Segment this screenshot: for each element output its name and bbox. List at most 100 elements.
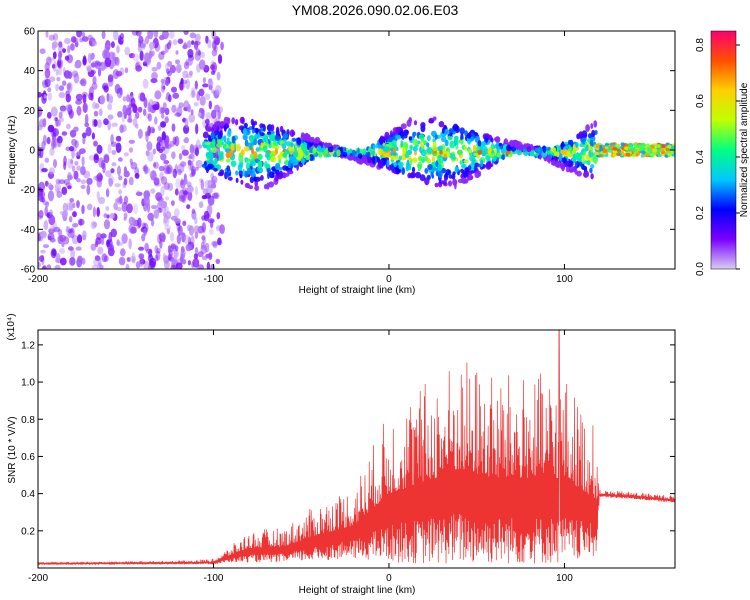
noise-cell [187,48,194,58]
signal-cell [438,145,444,151]
noise-cell [80,179,87,185]
noise-cell [180,161,187,167]
signal-cell [242,169,245,177]
noise-cell [38,142,41,148]
noise-cell [59,105,67,112]
noise-cell [123,212,128,219]
noise-cell [90,69,96,75]
signal-cell [443,153,447,159]
noise-cell [52,64,56,69]
noise-cell [69,129,77,138]
noise-cell [193,225,200,235]
noise-cell [92,101,97,110]
noise-cell [120,248,126,257]
noise-cell [130,162,138,170]
signal-cell [560,142,564,150]
noise-cell [41,265,47,269]
noise-cell [156,196,164,203]
signal-cell [554,161,560,168]
noise-cell [56,58,64,69]
noise-cell [54,117,58,122]
signal-cell [467,174,474,181]
noise-cell [47,124,55,133]
signal-cell [462,170,469,178]
noise-cell [96,191,100,200]
noise-cell [75,93,83,101]
noise-cell [174,218,181,224]
signal-cell [257,160,263,169]
signal-cell [264,161,268,168]
signal-cell [460,139,464,145]
signal-cell [395,126,401,135]
signal-cell [443,124,447,130]
y-tick-label: 60 [24,27,36,38]
signal-cell [290,142,294,148]
noise-cell [211,192,219,199]
signal-cell [470,136,474,142]
signal-cell [226,165,231,172]
noise-cell [151,66,158,72]
band-cell [650,145,655,149]
noise-cell [76,178,81,183]
signal-cell [264,153,270,159]
signal-cell [409,145,413,150]
noise-cell [51,249,57,257]
signal-cell [531,146,535,151]
noise-cell [142,61,148,67]
signal-cell [371,150,375,156]
signal-cell [384,131,390,140]
noise-cell [93,154,100,164]
signal-cell [432,147,439,151]
noise-cell [147,31,154,40]
noise-cell [161,131,166,141]
noise-cell [79,218,83,226]
signal-cell [251,147,254,154]
signal-cell [235,119,239,126]
noise-cell [196,91,200,101]
signal-cell [309,138,314,143]
noise-cell [217,106,223,114]
noise-cell [154,254,159,262]
noise-cell [53,159,57,168]
noise-cell [76,200,80,209]
signal-cell [377,143,384,150]
noise-cell [50,106,58,117]
signal-cell [427,164,433,170]
noise-cell [44,206,48,217]
signal-cell [274,148,279,155]
noise-cell [198,88,205,97]
signal-cell [249,153,255,159]
signal-cell [444,139,449,147]
signal-cell [516,148,522,156]
signal-cell [545,155,551,163]
signal-cell [393,161,397,167]
band-cell [604,146,609,150]
noise-cell [143,164,148,175]
signal-cell [580,138,586,143]
signal-cell [448,180,452,187]
signal-cell [336,149,341,157]
signal-cell [496,152,500,158]
noise-cell [175,262,183,269]
noise-cell [43,220,49,231]
noise-cell [175,50,179,55]
noise-cell [181,232,186,243]
noise-cell [174,188,179,196]
noise-cell [127,118,133,123]
noise-cell [142,78,149,89]
noise-cell [67,185,72,190]
noise-cell [200,51,205,58]
noise-cell [47,92,53,101]
noise-cell [154,116,158,125]
noise-cell [151,72,158,80]
signal-cell [405,151,409,155]
signal-cell [587,133,593,139]
noise-cell [124,46,131,56]
signal-cell [415,171,421,179]
noise-cell [132,105,138,113]
noise-cell [168,94,172,103]
signal-cell [459,127,466,135]
band-cell [655,144,660,148]
colorbar-tick-label: 0.6 [695,94,706,108]
noise-cell [201,241,205,250]
